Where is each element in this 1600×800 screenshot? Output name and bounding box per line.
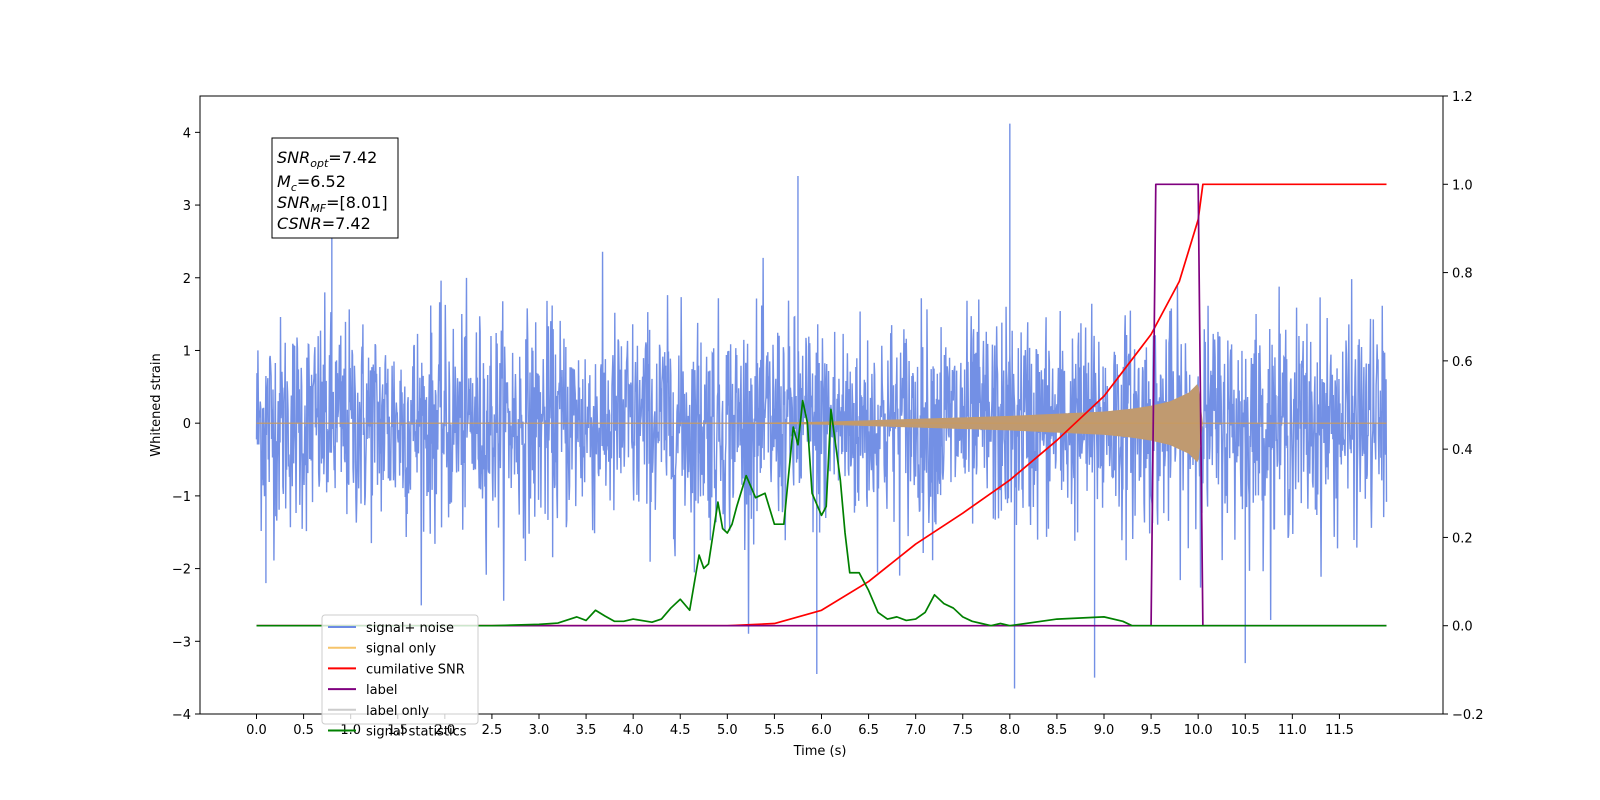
right-y-tick-label: 1.2 <box>1452 90 1473 105</box>
legend: signal+ noise signal only cumilative SNR la… <box>321 614 479 740</box>
series-layer <box>255 123 1388 689</box>
legend-label: cumilative SNR <box>366 662 465 677</box>
x-tick-label: 6.0 <box>811 723 832 738</box>
annotation-snr-mf: SNRMF=[8.01] <box>277 193 388 215</box>
annotation-csnr: CSNR=7.42 <box>277 214 371 233</box>
x-tick-label: 5.5 <box>764 723 785 738</box>
x-tick-label: 10.5 <box>1231 723 1260 738</box>
left-y-tick-label: 2 <box>183 272 191 287</box>
x-tick-label: 2.0 <box>434 723 455 738</box>
annotation-snr-opt: SNRopt=7.42 <box>277 148 377 170</box>
left-y-axis-ticks: 4 3 2 1 0 −1 −2 −3 −4 <box>172 126 200 723</box>
left-y-tick-label: −1 <box>172 490 191 505</box>
x-tick-label: 8.0 <box>999 723 1020 738</box>
x-tick-label: 4.5 <box>670 723 691 738</box>
x-tick-label: 10.0 <box>1184 723 1213 738</box>
left-y-tick-label: −4 <box>172 708 191 723</box>
x-tick-label: 3.5 <box>576 723 597 738</box>
left-y-tick-label: 0 <box>183 417 191 432</box>
series-signal-noise <box>255 123 1388 689</box>
annotation-chirp-mass: Mc=6.52 <box>277 172 346 194</box>
x-tick-label: 4.0 <box>623 723 644 738</box>
legend-label: signal statistics <box>366 725 467 740</box>
legend-label: label <box>366 683 397 698</box>
y-axis-label: Whitened strain <box>149 353 164 456</box>
left-y-tick-label: −3 <box>172 635 191 650</box>
x-tick-label: 0.0 <box>246 723 267 738</box>
x-tick-label: 0.5 <box>293 723 314 738</box>
x-tick-label: 7.0 <box>905 723 926 738</box>
annotation-frame <box>271 137 399 239</box>
x-tick-label: 11.5 <box>1325 723 1354 738</box>
x-axis-label: Time (s) <box>793 744 847 759</box>
right-y-tick-label: 0.2 <box>1452 531 1473 546</box>
x-tick-label: 8.5 <box>1047 723 1068 738</box>
left-y-tick-label: 1 <box>183 344 191 359</box>
series-signal-statistics <box>256 399 1387 627</box>
legend-frame <box>321 614 479 725</box>
x-tick-label: 9.5 <box>1141 723 1162 738</box>
right-y-tick-label: 1.0 <box>1452 178 1473 193</box>
x-tick-label: 9.0 <box>1094 723 1115 738</box>
right-y-tick-label: −0.2 <box>1452 708 1484 723</box>
left-y-tick-label: −2 <box>172 563 191 578</box>
right-y-tick-label: 0.0 <box>1452 620 1473 635</box>
legend-label: signal+ noise <box>366 621 454 636</box>
x-tick-label: 5.0 <box>717 723 738 738</box>
x-axis-ticks: 0.0 0.5 1.0 1.5 2.0 2.5 3.0 3.5 4.0 4.5 5.0 5.5 6.0 6… <box>246 714 1354 738</box>
legend-label: label only <box>366 704 429 719</box>
x-tick-label: 3.0 <box>529 723 550 738</box>
snr-annotation-box: SNRopt=7.42 Mc=6.52 SNRMF=[8.01] CSNR=7.… <box>271 137 399 239</box>
left-y-tick-label: 3 <box>183 199 191 214</box>
right-y-tick-label: 0.6 <box>1452 355 1473 370</box>
x-tick-label: 7.5 <box>952 723 973 738</box>
x-tick-label: 11.0 <box>1278 723 1307 738</box>
x-tick-label: 6.5 <box>858 723 879 738</box>
right-y-axis-ticks: 1.2 1.0 0.8 0.6 0.4 0.2 0.0 −0.2 <box>1443 90 1484 723</box>
right-y-tick-label: 0.8 <box>1452 267 1473 282</box>
x-tick-label: 2.5 <box>482 723 503 738</box>
right-y-tick-label: 0.4 <box>1452 443 1473 458</box>
series-cumilative-snr <box>256 183 1387 627</box>
x-tick-label: 1.5 <box>387 723 408 738</box>
legend-label: signal only <box>366 642 436 657</box>
left-y-tick-label: 4 <box>183 126 191 141</box>
